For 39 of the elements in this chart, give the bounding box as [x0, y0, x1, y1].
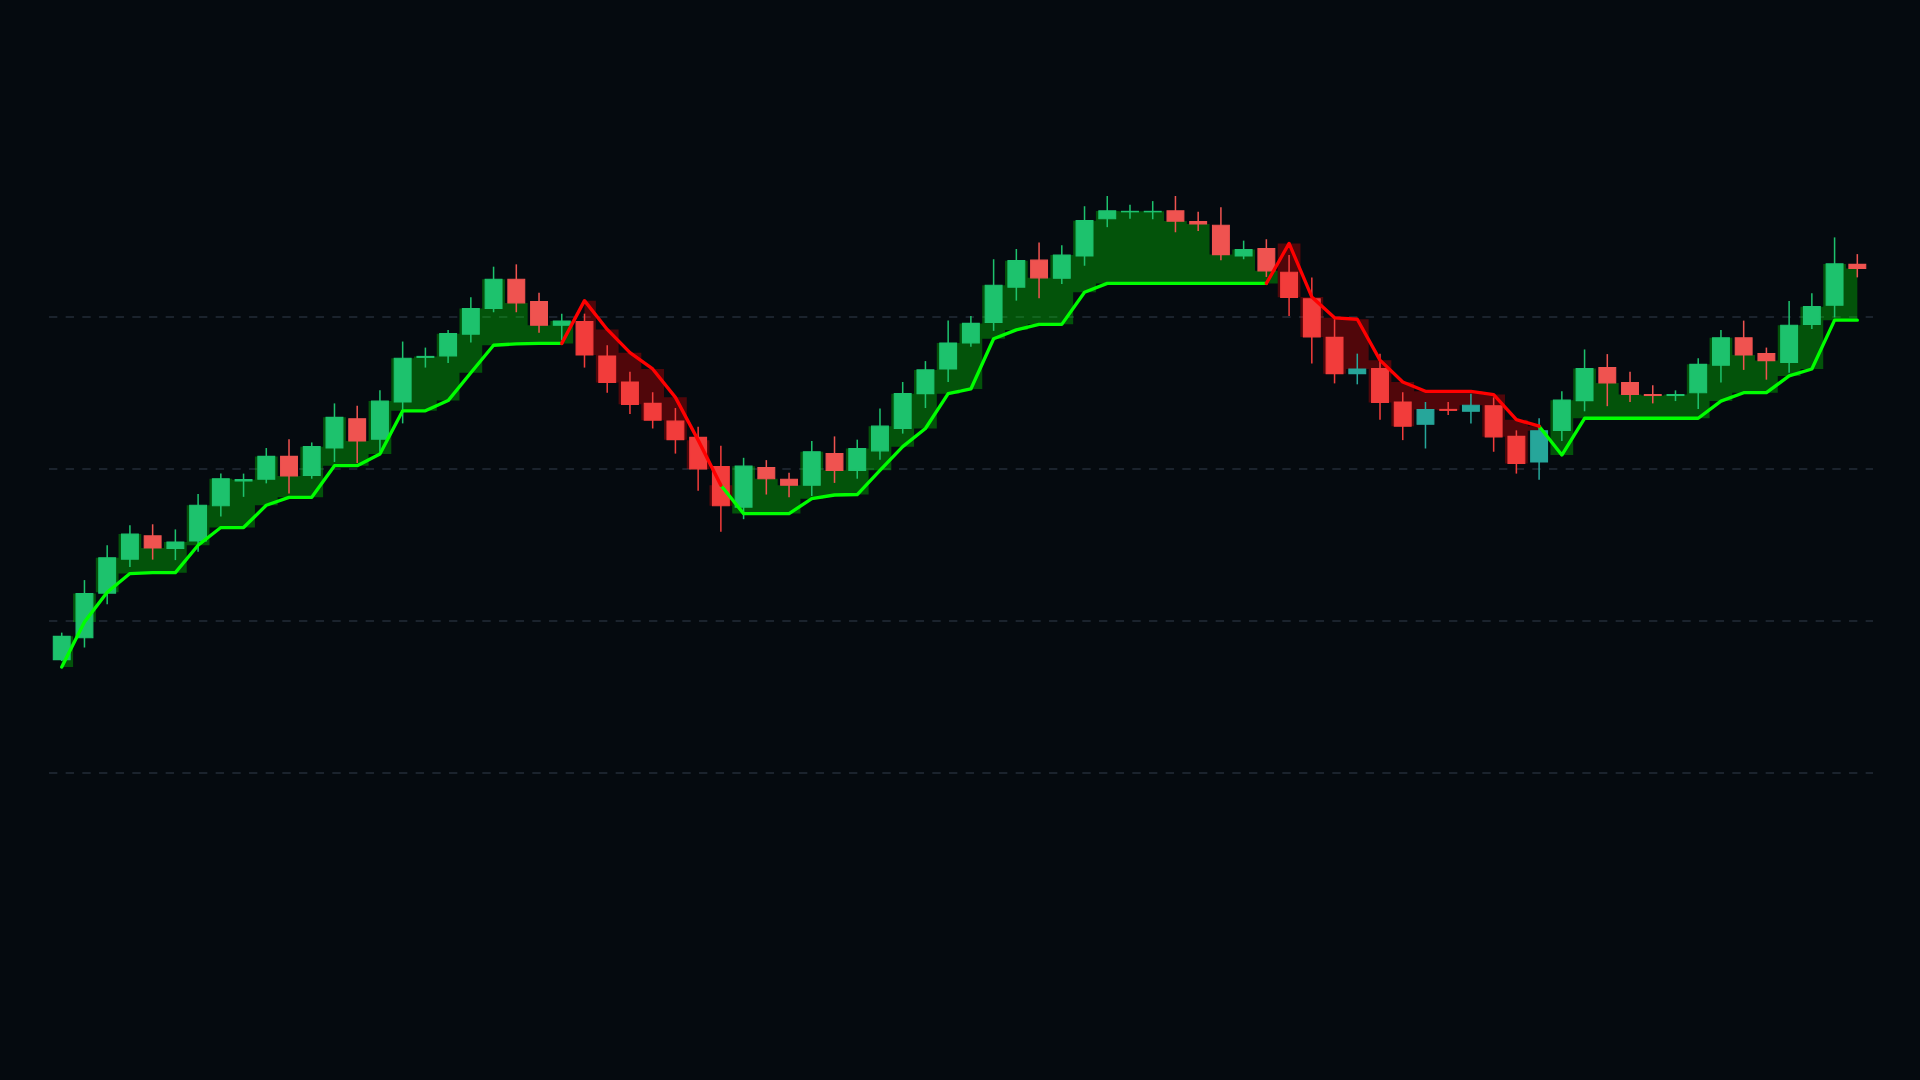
- candlestick: [1461, 392, 1480, 425]
- candlestick: [666, 407, 685, 455]
- candlestick: [848, 438, 867, 480]
- candlestick: [1621, 371, 1639, 403]
- candlestick: [1257, 238, 1276, 278]
- candlestick: [1734, 319, 1753, 371]
- candlestick: [257, 447, 276, 485]
- candlestick: [234, 472, 253, 498]
- candlestick: [1348, 352, 1367, 386]
- candlestick: [1189, 211, 1208, 232]
- candlestick: [825, 435, 844, 484]
- candlestick: [1166, 195, 1185, 234]
- candlestick: [1098, 195, 1117, 228]
- candlestick: [1234, 239, 1253, 261]
- candlestick: [552, 312, 571, 341]
- candlestick: [416, 346, 435, 369]
- candlestick: [1030, 241, 1049, 300]
- candlestick: [780, 471, 799, 499]
- candlestick: [1439, 401, 1458, 416]
- candlestick: [620, 371, 639, 415]
- candlestick: [530, 291, 549, 334]
- candlestick: [507, 263, 526, 314]
- candlestick: [439, 329, 458, 364]
- candlestick: [1757, 346, 1776, 381]
- candlestick: [280, 438, 298, 495]
- candlestick: [1416, 401, 1435, 450]
- candlestick: [643, 391, 662, 430]
- candlestick: [757, 459, 776, 496]
- candlestick: [143, 523, 162, 561]
- candlestick: [916, 360, 935, 409]
- candlestick: [1643, 384, 1662, 405]
- candlestick: [961, 315, 980, 348]
- candlestick: [1848, 253, 1867, 279]
- candlestick: [1052, 244, 1071, 285]
- candlestick: [1802, 292, 1821, 330]
- candlestick: [166, 528, 185, 561]
- candlestick: [52, 631, 71, 662]
- candlestick: [348, 404, 367, 464]
- candlestick: [1598, 353, 1617, 407]
